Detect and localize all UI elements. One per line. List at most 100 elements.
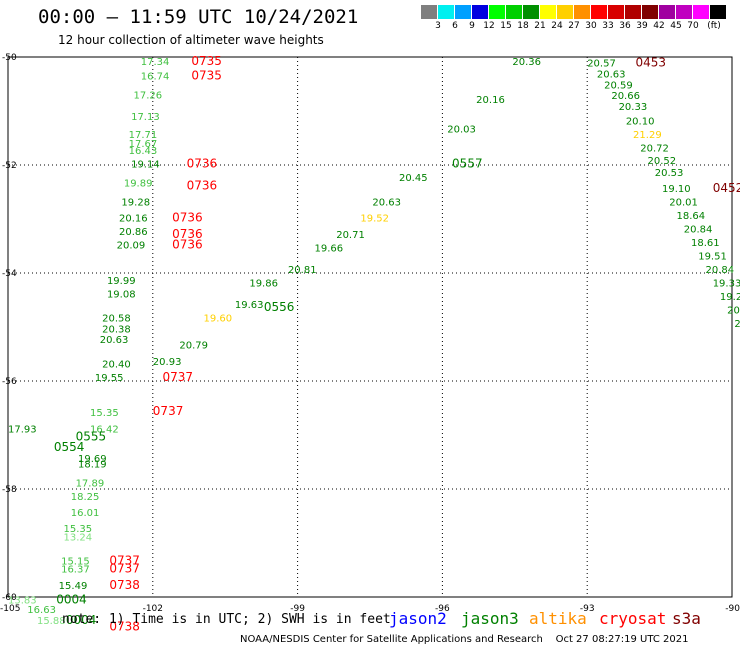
observation-value: 20.58 [102,314,131,325]
observation-value: 19.08 [107,289,136,300]
observation-time: 0738 [109,619,140,633]
observation-value: 20.16 [119,214,148,225]
scale-label: 18 [517,21,529,31]
map-frame [7,56,733,598]
observation-time: 0735 [191,54,222,68]
observation-time: 0555 [76,429,107,443]
observation-value: 16.37 [61,565,90,576]
latitude-tick-label: -56 [2,377,17,387]
color-scale-bar [421,5,729,19]
observation-value: 20.03 [447,125,476,136]
observation-value: 15.35 [90,408,119,419]
observation-time: 0004 [66,613,97,627]
observation-time: 0736 [172,211,203,225]
observation-value: 16.74 [141,72,170,83]
observation-value: 20.09 [117,241,146,252]
observation-value: 20.16 [476,95,505,106]
satellite-legend-item: cryosat [599,609,667,628]
observation-value: 20.79 [179,341,208,352]
observation-time: 0738 [109,578,140,592]
observation-value: 19.10 [662,184,691,195]
observation-value: 13.24 [64,532,93,543]
scale-label: 21 [534,21,546,31]
observation-time: 0004 [56,592,87,606]
color-swatch [642,5,659,19]
observation-value: 13.83 [8,595,37,606]
latitude-labels: -50 -52 -54 -56 -58 -60 [2,53,17,603]
longitude-tick-label: -105 [0,604,20,614]
note-text: note: 1) Time is in UTC; 2) SWH is in fe… [62,612,391,627]
observation-value: 17.67 [129,139,158,150]
observation-value: 20.84 [684,225,713,236]
observation-value: 21.29 [633,130,662,141]
timestamp-text: Oct 27 08:27:19 UTC 2021 [555,634,689,645]
observation-value: 20.09 [727,306,740,317]
observation-value: 20.57 [587,59,616,70]
chart-subtitle: 12 hour collection of altimeter wave hei… [58,33,324,47]
observation-value: 20.45 [399,173,428,184]
longitude-labels: -105 -102 -99 -96 -93 -90 [0,604,740,614]
satellite-legend-item: jason3 [461,609,519,628]
observation-value: 19.69 [78,454,107,465]
latitude-tick-label: -50 [2,53,17,63]
observation-value: 19.66 [314,243,343,254]
observation-value: 16.63 [27,605,56,616]
observation-value: 15.88 [37,616,66,627]
color-swatch [438,5,455,19]
observation-value: 20.52 [648,156,677,167]
scale-label: 6 [452,21,458,31]
scale-label: 33 [602,21,614,31]
observation-time: 0554 [54,440,85,454]
color-swatch [472,5,489,19]
color-swatch [625,5,642,19]
color-swatch [659,5,676,19]
observation-value: 19.28 [121,198,150,209]
observation-value: 16.01 [71,508,100,519]
observation-value: 19.89 [124,179,153,190]
observation-value: 19.20 [720,292,740,303]
latitude-tick-label: -60 [2,593,17,603]
observation-value: 19.99 [107,276,136,287]
scale-label: 70 [687,21,699,31]
observation-value: 18.19 [78,459,107,470]
observation-value: 19.55 [95,373,124,384]
scale-label: 39 [636,21,648,31]
scale-label: 27 [568,21,580,31]
observation-value: 17.93 [8,424,37,435]
observation-value: 20.71 [336,230,365,241]
observation-time: 0557 [452,157,483,171]
scale-label: 30 [585,21,597,31]
color-swatch [489,5,506,19]
scale-label: 45 [670,21,682,31]
longitude-tick-label: -96 [435,604,450,614]
satellite-legend-item: s3a [672,609,701,628]
chart-title: 00:00 – 11:59 UTC 10/24/2021 [38,6,359,28]
color-swatch [506,5,523,19]
satellite-legend-item: jason2 [389,609,447,628]
observation-value: 17.13 [131,112,160,123]
longitude-tick-label: -102 [143,604,163,614]
longitude-tick-label: -93 [580,604,595,614]
observation-value: 20.84 [705,265,734,276]
observation-time: 0737 [109,562,140,576]
scale-label: 9 [469,21,475,31]
observation-time: 0453 [635,56,666,70]
footer-credit: NOAA/NESDIS Center for Satellite Applica… [240,634,689,645]
color-swatch [591,5,608,19]
scale-label: 24 [551,21,563,31]
latitude-tick-label: -52 [2,161,17,171]
observation-value: 20.38 [102,324,131,335]
observation-value: 15.35 [64,524,93,535]
observation-value: 20.63 [372,198,401,209]
observation-value: 19.52 [360,214,389,225]
observation-value: 19.33 [713,279,740,290]
latitude-tick-label: -54 [2,269,17,279]
observation-value: 18.64 [676,211,705,222]
observation-value: 20.86 [734,319,740,330]
observation-value: 16.42 [90,424,119,435]
color-swatch [523,5,540,19]
observation-value: 20.10 [626,117,655,128]
observation-time: 0736 [187,178,218,192]
observation-value: 19.63 [235,300,264,311]
